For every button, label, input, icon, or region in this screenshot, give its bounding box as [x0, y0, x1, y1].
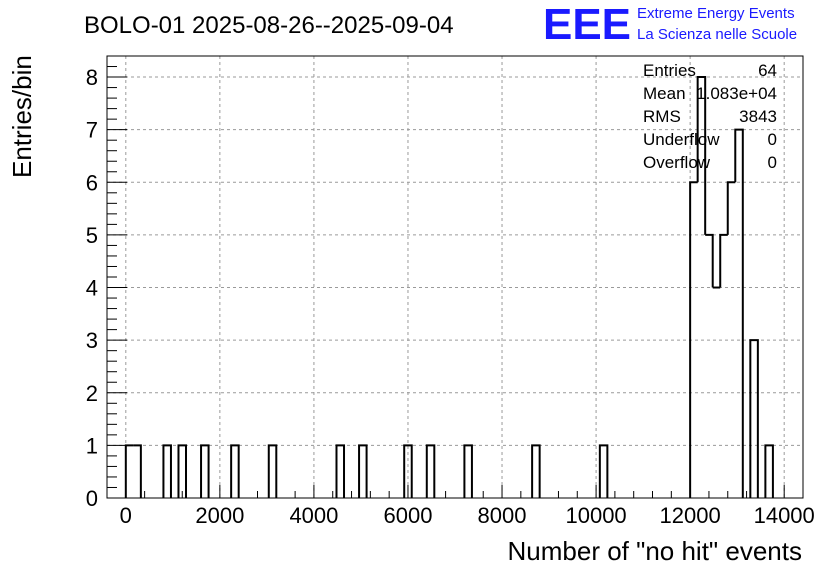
x-tick-label: 4000 [289, 503, 338, 528]
histogram-bin [133, 444, 142, 498]
x-tick-label: 12000 [660, 503, 721, 528]
stats-mean-value: 1.083e+04 [696, 84, 777, 103]
y-tick-label: 7 [86, 118, 98, 143]
chart-title: BOLO-01 2025-08-26--2025-09-04 [84, 12, 454, 39]
histogram-bin [200, 444, 210, 498]
x-axis-title: Number of "no hit" events [508, 536, 803, 566]
histogram-bin [162, 444, 172, 498]
y-tick-label: 3 [86, 328, 98, 353]
histogram-bin [124, 444, 134, 498]
histogram-bin [689, 181, 698, 498]
x-tick-label: 2000 [195, 503, 244, 528]
histogram-bin [403, 444, 413, 498]
y-tick-label: 5 [86, 223, 98, 248]
histogram-bin [177, 444, 188, 498]
histogram-bin [734, 128, 744, 498]
tick-labels: 0 2000 4000 6000 8000 10000 12000 14000 0 1 2 3 4 5 6 7… [86, 65, 815, 528]
x-tick-label: 8000 [478, 503, 527, 528]
stats-entries-value: 64 [758, 61, 777, 80]
stats-mean-label: Mean [643, 84, 686, 103]
y-tick-label: 2 [86, 381, 98, 406]
y-tick-label: 8 [86, 65, 98, 90]
histogram-bin [267, 444, 278, 498]
histogram-bin [425, 444, 436, 498]
histogram-bin [531, 444, 541, 498]
y-axis-title: Entries/bin [7, 55, 37, 178]
stats-underflow-label: Underflow [643, 130, 720, 149]
histogram-bin [358, 444, 368, 498]
y-tick-label: 0 [86, 486, 98, 511]
eee-logo: EEE Extreme Energy Events La Scienza nel… [543, 0, 797, 49]
histogram-bin [719, 233, 728, 288]
stats-overflow-label: Overflow [643, 153, 711, 172]
histogram-bin [696, 76, 707, 235]
histogram-bin [463, 444, 473, 498]
y-tick-label: 6 [86, 170, 98, 195]
histogram-bin [705, 233, 714, 288]
histogram-bin [764, 444, 774, 498]
logo-mark: EEE [543, 0, 631, 49]
histogram-bin [598, 444, 609, 498]
x-tick-label: 10000 [565, 503, 626, 528]
x-tick-label: 14000 [754, 503, 815, 528]
histogram-bin [726, 181, 736, 235]
y-tick-label: 4 [86, 276, 98, 301]
stats-rms-value: 3843 [739, 107, 777, 126]
histogram-bin [749, 339, 759, 498]
stats-underflow-value: 0 [768, 130, 777, 149]
stats-entries-label: Entries [643, 61, 696, 80]
y-tick-label: 1 [86, 433, 98, 458]
logo-line-2: La Scienza nelle Scuole [637, 26, 797, 43]
histogram-bin [230, 444, 240, 498]
logo-line-1: Extreme Energy Events [637, 5, 795, 22]
stats-box: Entries 64 Mean 1.083e+04 RMS 3843 Under… [643, 61, 777, 172]
axes [106, 66, 804, 499]
x-tick-label: 6000 [383, 503, 432, 528]
histogram-bin [335, 444, 346, 498]
stats-overflow-value: 0 [768, 153, 777, 172]
stats-rms-label: RMS [643, 107, 681, 126]
x-tick-label: 0 [120, 503, 132, 528]
